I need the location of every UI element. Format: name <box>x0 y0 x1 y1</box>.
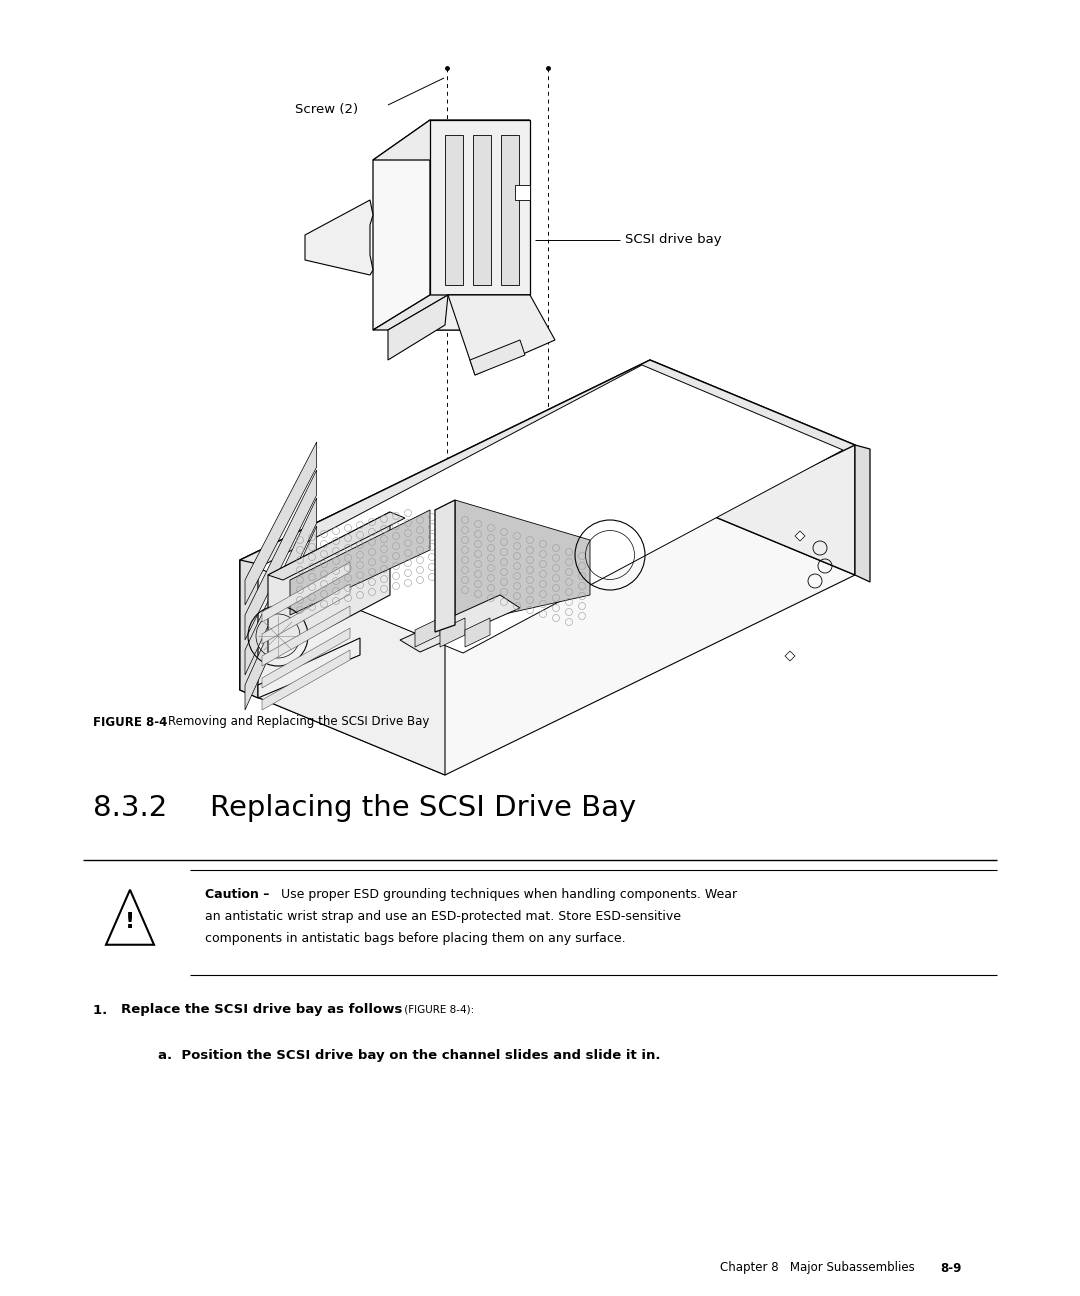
Polygon shape <box>785 651 795 661</box>
Text: SCSI drive bay: SCSI drive bay <box>625 233 721 246</box>
Polygon shape <box>268 512 390 660</box>
Polygon shape <box>415 618 440 647</box>
Text: Replacing the SCSI Drive Bay: Replacing the SCSI Drive Bay <box>210 794 636 822</box>
Text: 8-9: 8-9 <box>940 1261 961 1274</box>
Text: Screw (2): Screw (2) <box>295 104 359 117</box>
Polygon shape <box>240 360 650 689</box>
Polygon shape <box>440 618 465 647</box>
Polygon shape <box>373 121 530 159</box>
Polygon shape <box>262 562 350 622</box>
Polygon shape <box>240 560 445 775</box>
Polygon shape <box>262 629 350 688</box>
Polygon shape <box>473 135 491 285</box>
Polygon shape <box>245 526 316 710</box>
Polygon shape <box>435 500 455 632</box>
Polygon shape <box>245 498 316 675</box>
Text: !: ! <box>125 912 135 932</box>
Polygon shape <box>515 185 530 200</box>
Text: Replace the SCSI drive bay as follows: Replace the SCSI drive bay as follows <box>121 1003 403 1016</box>
Polygon shape <box>262 584 350 644</box>
Polygon shape <box>373 295 530 330</box>
Polygon shape <box>240 560 258 699</box>
Text: Chapter 8   Major Subassemblies: Chapter 8 Major Subassemblies <box>720 1261 915 1274</box>
Polygon shape <box>106 890 154 945</box>
Text: Removing and Replacing the SCSI Drive Bay: Removing and Replacing the SCSI Drive Ba… <box>168 715 430 728</box>
Polygon shape <box>388 295 530 330</box>
Polygon shape <box>240 490 855 775</box>
Polygon shape <box>388 295 448 360</box>
Text: Caution –: Caution – <box>205 888 269 901</box>
Text: (FIGURE 8-4):: (FIGURE 8-4): <box>401 1004 474 1015</box>
Polygon shape <box>245 470 316 640</box>
Polygon shape <box>501 135 519 285</box>
Polygon shape <box>240 360 855 645</box>
Polygon shape <box>305 200 373 275</box>
Polygon shape <box>268 512 405 581</box>
Polygon shape <box>465 618 490 647</box>
Polygon shape <box>650 360 855 575</box>
Text: components in antistatic bags before placing them on any surface.: components in antistatic bags before pla… <box>205 932 625 945</box>
Polygon shape <box>430 121 530 295</box>
Polygon shape <box>470 340 525 375</box>
Text: FIGURE 8-4: FIGURE 8-4 <box>93 715 167 728</box>
Text: 8.3.2: 8.3.2 <box>93 794 167 822</box>
Polygon shape <box>455 500 590 625</box>
Polygon shape <box>262 651 350 710</box>
Polygon shape <box>795 531 805 540</box>
Polygon shape <box>258 365 843 653</box>
Text: a.  Position the SCSI drive bay on the channel slides and slide it in.: a. Position the SCSI drive bay on the ch… <box>158 1048 661 1061</box>
Text: an antistatic wrist strap and use an ESD-protected mat. Store ESD-sensitive: an antistatic wrist strap and use an ESD… <box>205 910 681 923</box>
Polygon shape <box>373 121 430 330</box>
Polygon shape <box>245 442 316 605</box>
Polygon shape <box>291 511 430 616</box>
Polygon shape <box>400 595 519 652</box>
Polygon shape <box>445 135 463 285</box>
Text: 1.: 1. <box>93 1003 117 1016</box>
Polygon shape <box>262 607 350 666</box>
Polygon shape <box>448 295 555 375</box>
Polygon shape <box>855 445 870 582</box>
Polygon shape <box>258 638 360 699</box>
Text: Use proper ESD grounding techniques when handling components. Wear: Use proper ESD grounding techniques when… <box>276 888 738 901</box>
